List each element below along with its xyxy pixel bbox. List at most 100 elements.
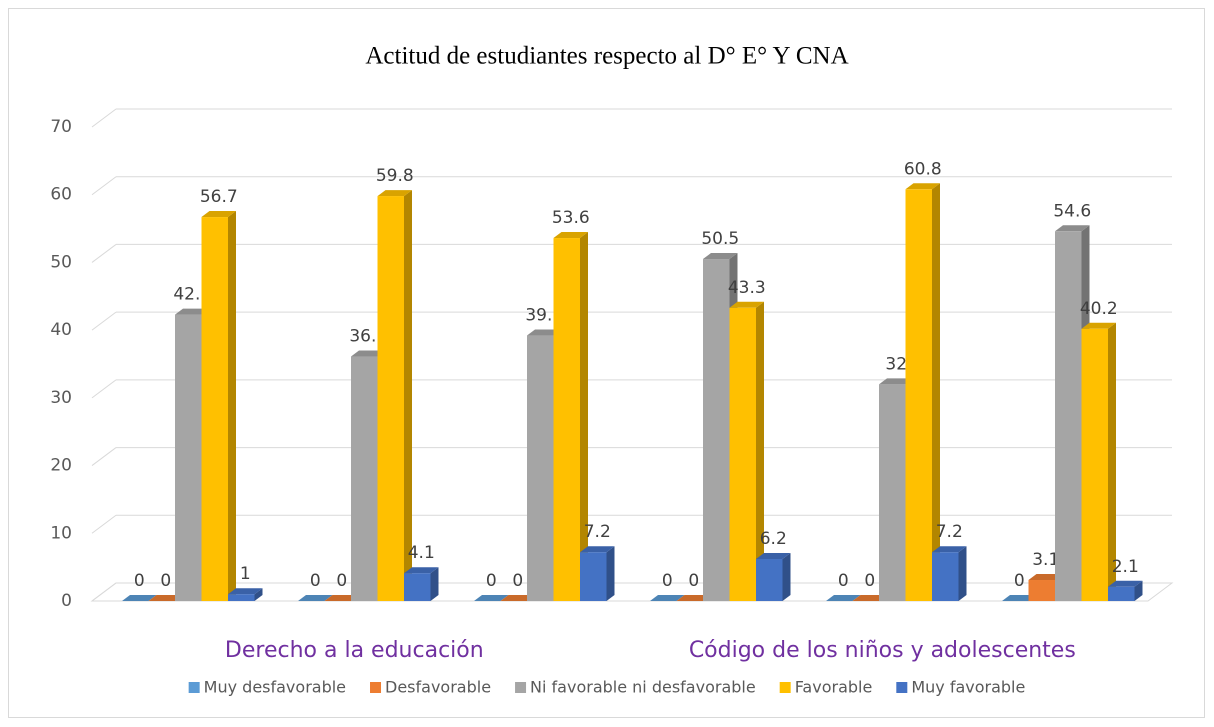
bar-top [228,588,263,595]
value-label: 7.2 [936,522,963,542]
value-label: 59.8 [376,166,414,186]
bar-side [958,546,967,601]
legend-swatch [188,682,200,693]
bar-front [932,552,959,601]
bar-top [1028,574,1063,581]
value-label: 0 [310,571,321,591]
bar [852,595,887,601]
y-tick-label: 70 [50,117,72,137]
bar-top [1002,595,1037,601]
bar [1002,595,1037,601]
value-label: 43.3 [728,278,766,298]
bar-side [606,546,615,601]
bar [729,301,764,601]
bar [324,595,359,601]
bar [1081,322,1116,601]
bar-side [430,567,439,601]
grid-line-depth [91,108,117,128]
grid-line-depth [91,244,117,263]
category-group-label: Derecho a la educación [225,638,484,663]
bar-top [175,308,210,315]
bar-front [1055,231,1082,601]
value-label: 0 [486,571,497,591]
value-label: 0 [864,571,875,591]
grid-line-depth [91,176,117,196]
y-tick-label: 20 [50,456,72,476]
bar-front [175,314,202,601]
bar-top [905,183,940,190]
y-tick-label: 30 [50,388,72,408]
bar-front [527,335,554,601]
bar-top [650,595,685,601]
bar [580,546,615,601]
bar-front [228,594,255,601]
bar [201,211,236,601]
bar-side [1134,580,1143,601]
bar-front [351,356,378,601]
value-label: 0 [1014,571,1025,591]
value-label: 7.2 [584,522,611,542]
grid-line-depth [91,311,117,331]
y-tick-label: 10 [50,523,72,543]
bar-top [756,553,791,560]
bar-top [122,595,157,601]
bar-top [500,595,535,601]
bar [122,595,157,601]
bar [148,595,183,601]
value-label: 0 [134,571,145,591]
bar-front [201,217,228,601]
bar [1108,580,1143,601]
bar-top [324,595,359,601]
bar [650,595,685,601]
bar-top [404,567,439,574]
bar-top [1055,225,1090,232]
bar [377,190,412,601]
bar-top [148,595,183,601]
bar-top [527,329,562,336]
bar [932,546,967,601]
bar-front [1108,586,1135,601]
bar-side [932,183,940,601]
grid-line-depth [91,447,117,466]
bar-top [826,595,861,601]
y-tick-label: 40 [50,320,72,340]
value-label: 60.8 [904,159,942,179]
bar-top [932,546,967,553]
bar-top [474,595,509,601]
bar [756,553,791,601]
value-label: 0 [336,571,347,591]
bar [676,595,711,601]
value-label: 0 [512,571,523,591]
bar [228,588,263,601]
floor [90,582,1174,602]
legend-label: Desfavorable [385,678,491,697]
bar-top [298,595,333,601]
bar [905,183,940,601]
bar [553,232,588,601]
value-label: 54.6 [1053,201,1091,221]
bar-front [905,189,932,601]
bar-side [1108,322,1116,601]
bar-front [879,384,906,601]
bar [826,595,861,601]
legend-swatch [896,682,908,693]
bar-top [852,595,887,601]
value-label: 1 [240,564,251,584]
value-label: 53.6 [552,208,590,228]
y-tick-label: 0 [61,591,72,611]
category-group-label: Código de los niños y adolescentes [689,638,1076,663]
bar-top [553,232,588,239]
value-label: 50.5 [701,229,739,249]
bar-top [676,595,711,601]
bar [500,595,535,601]
bar-top [879,378,914,385]
bar [404,567,439,601]
legend-swatch [370,682,382,693]
bar-front [377,196,404,601]
chart-title: Actitud de estudiantes respecto al D° E°… [365,43,848,70]
bar [1055,225,1090,601]
value-label: 0 [838,571,849,591]
bar-side [228,211,236,601]
bar-top [1081,322,1116,329]
